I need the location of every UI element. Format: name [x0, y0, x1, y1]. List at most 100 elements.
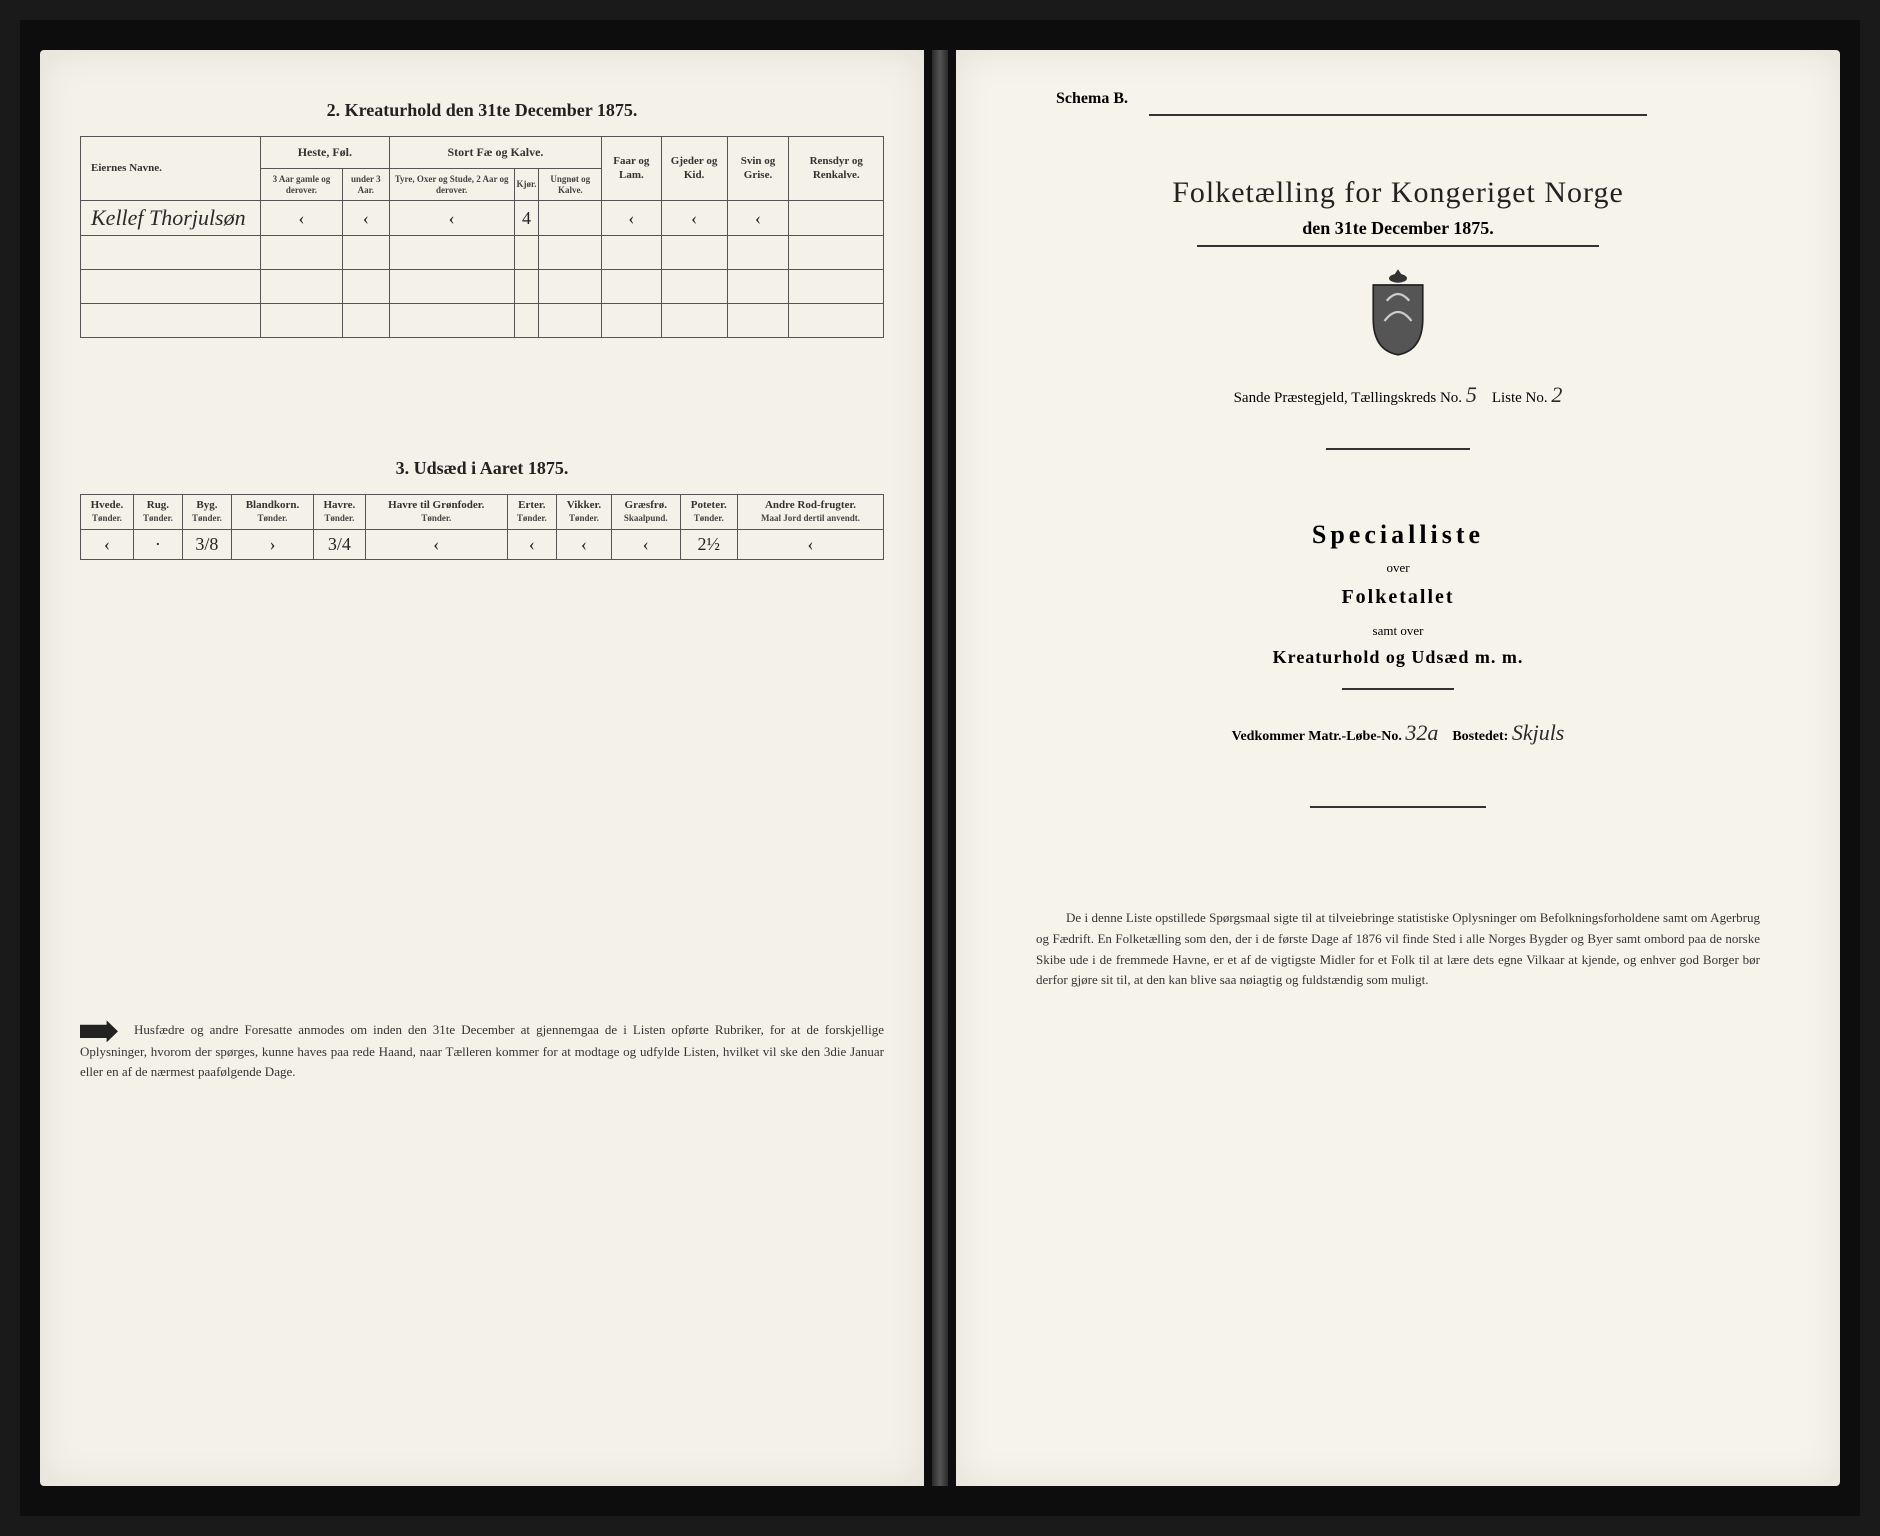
grp-heste: Heste, Føl. [261, 137, 390, 169]
cell: ‹ [661, 201, 727, 236]
cell: ‹ [612, 530, 680, 560]
s: Tønder. [192, 513, 222, 523]
s: Tønder. [258, 513, 288, 523]
pointer-icon [80, 1020, 118, 1042]
cell: ‹ [389, 201, 514, 236]
col-vikker: Vikker.Tønder. [556, 495, 611, 530]
parish-prefix: Sande Præstegjeld, Tællingskreds No. [1234, 390, 1462, 406]
col-poteter: Poteter. Tønder. [680, 495, 737, 530]
liste-label: Liste No. [1492, 390, 1548, 406]
col-hvede: Hvede. Tønder. [81, 495, 134, 530]
col-rug: Rug. Tønder. [133, 495, 182, 530]
col-faar: Faar og Lam. [602, 137, 661, 201]
specialliste: Specialliste [996, 520, 1800, 550]
cell: ‹ [342, 201, 389, 236]
book-spread: 2. Kreaturhold den 31te December 1875. E… [20, 20, 1860, 1516]
explanatory-paragraph: De i denne Liste opstillede Spørgsmaal s… [1036, 908, 1760, 991]
h: Blandkorn. [246, 499, 300, 511]
grp-stortfae: Stort Fæ og Kalve. [389, 137, 601, 169]
s: Tønder. [92, 513, 122, 523]
h: Havre til Grønfoder. [388, 499, 484, 511]
col-havre-gron: Havre til Grønfoder. Tønder. [365, 495, 507, 530]
left-page: 2. Kreaturhold den 31te December 1875. E… [40, 50, 924, 1486]
h: Rug. [147, 499, 169, 511]
cell [539, 201, 602, 236]
cell: 4 [514, 201, 539, 236]
matr-line: Vedkommer Matr.-Løbe-No. 32a Bostedet: S… [996, 720, 1800, 746]
table-udsaed: Hvede. Tønder. Rug. Tønder. Byg. Tønder. Bl… [80, 494, 884, 560]
cell: 2½ [680, 530, 737, 560]
col-blandkorn: Blandkorn. Tønder. [231, 495, 313, 530]
col-graesfro: Græsfrø. Skaalpund. [612, 495, 680, 530]
cell: ‹ [261, 201, 343, 236]
s: Tønder. [324, 513, 354, 523]
col-gjeder: Gjeder og Kid. [661, 137, 727, 201]
sub-heste-under3: under 3 Aar. [342, 169, 389, 201]
s: Maal Jord dertil anvendt. [761, 513, 860, 523]
bostedet-label: Bostedet: [1452, 729, 1508, 744]
col-andre: Andre Rod-frugter. Maal Jord dertil anven… [737, 495, 883, 530]
s: Tønder. [517, 513, 547, 523]
h: Byg. [196, 499, 217, 511]
folketallet: Folketallet [996, 586, 1800, 609]
col-erter: Erter. Tønder. [507, 495, 556, 530]
footnote: Husfædre og andre Foresatte anmodes om i… [80, 1020, 884, 1081]
table-kreaturhold: Eiernes Navne. Heste, Føl. Stort Fæ og K… [80, 136, 884, 338]
matr-label: Vedkommer Matr.-Løbe-No. [1232, 729, 1402, 744]
cell: 3/8 [182, 530, 231, 560]
s: Tønder. [143, 513, 173, 523]
cell: ‹ [602, 201, 661, 236]
schema-label: Schema B. [1056, 90, 1800, 108]
table-row [81, 236, 884, 270]
footnote-text: Husfædre og andre Foresatte anmodes om i… [80, 1022, 884, 1079]
matr-no: 32a [1405, 720, 1438, 745]
cell: ‹ [507, 530, 556, 560]
over-label: over [996, 560, 1800, 576]
col-havre: Havre. Tønder. [314, 495, 366, 530]
cell: ‹ [737, 530, 883, 560]
section2-title: 2. Kreaturhold den 31te December 1875. [80, 100, 884, 121]
census-title: Folketælling for Kongeriget Norge [996, 176, 1800, 210]
right-page: Schema B. Folketælling for Kongeriget No… [956, 50, 1840, 1486]
liste-no: 2 [1551, 382, 1562, 407]
kreds-no: 5 [1466, 382, 1477, 407]
col-svin: Svin og Grise. [727, 137, 789, 201]
samt-over: samt over [996, 623, 1800, 639]
h: Hvede. [91, 499, 124, 511]
section3-title: 3. Udsæd i Aaret 1875. [80, 458, 884, 479]
h: Græsfrø. [625, 499, 667, 511]
cell: ‹ [556, 530, 611, 560]
census-subtitle: den 31te December 1875. [996, 218, 1800, 239]
owner-name: Kellef Thorjulsøn [81, 201, 261, 236]
cell: ‹ [81, 530, 134, 560]
table-row [81, 304, 884, 338]
s: Tønder. [694, 513, 724, 523]
sub-kjor: Kjør. [514, 169, 539, 201]
h: Havre. [323, 499, 355, 511]
table-row [81, 270, 884, 304]
table-row: Kellef Thorjulsøn ‹ ‹ ‹ 4 ‹ ‹ ‹ [81, 201, 884, 236]
s: Tønder. [569, 513, 599, 523]
cell: › [231, 530, 313, 560]
cell: · [133, 530, 182, 560]
sub-tyre: Tyre, Oxer og Stude, 2 Aar og derover. [389, 169, 514, 201]
sub-heste-3aar: 3 Aar gamle og derover. [261, 169, 343, 201]
s: Tønder. [421, 513, 451, 523]
col-rensdyr: Rensdyr og Renkalve. [789, 137, 884, 201]
coat-of-arms-icon [996, 267, 1800, 362]
kreaturhold-line: Kreaturhold og Udsæd m. m. [996, 647, 1800, 668]
h: Andre Rod-frugter. [765, 499, 856, 511]
cell: ‹ [365, 530, 507, 560]
h: Poteter. [691, 499, 727, 511]
col-eiernes-navne: Eiernes Navne. [81, 137, 261, 201]
bostedet-value: Skjuls [1512, 720, 1565, 745]
cell: 3/4 [314, 530, 366, 560]
h: Erter. [518, 499, 545, 511]
cell [789, 201, 884, 236]
cell: ‹ [727, 201, 789, 236]
col-byg: Byg. Tønder. [182, 495, 231, 530]
s: Skaalpund. [624, 513, 668, 523]
sub-ungnot: Ungnøt og Kalve. [539, 169, 602, 201]
parish-line: Sande Præstegjeld, Tællingskreds No. 5 L… [996, 382, 1800, 408]
table-row: ‹ · 3/8 › 3/4 ‹ ‹ ‹ ‹ 2½ ‹ [81, 530, 884, 560]
